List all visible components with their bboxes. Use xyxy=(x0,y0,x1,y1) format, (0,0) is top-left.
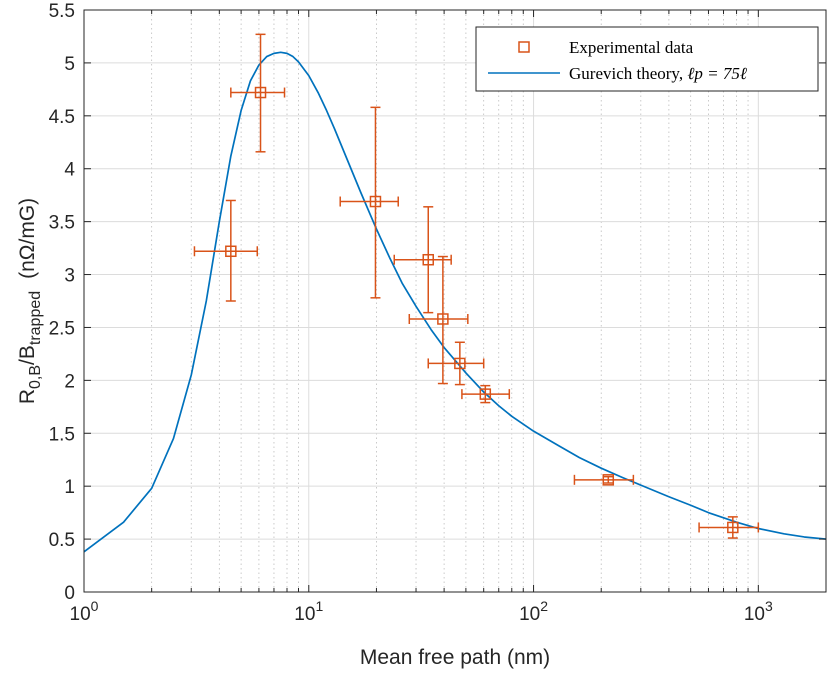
legend-experimental-marker xyxy=(518,41,530,53)
data-point xyxy=(427,341,485,386)
data-point xyxy=(193,199,259,302)
y-axis-title-mid: /B xyxy=(16,345,39,365)
plot-background xyxy=(84,10,826,592)
data-marker xyxy=(422,253,434,266)
x-tick-label-base: 10 xyxy=(519,604,540,625)
experimental-series xyxy=(193,33,760,539)
x-tick-label: 101 xyxy=(294,598,323,625)
x-tick-label-base: 10 xyxy=(744,604,765,625)
y-tick-label: 5 xyxy=(64,54,75,75)
x-tick-label: 102 xyxy=(519,598,548,625)
y-tick-label: 1.5 xyxy=(49,424,75,445)
legend-theory-prefix: Gurevich theory, xyxy=(569,64,687,83)
y-axis-title-sub2: trapped xyxy=(27,291,44,345)
data-point xyxy=(393,206,452,314)
data-marker xyxy=(454,357,466,370)
y-tick-label: 0.5 xyxy=(49,530,75,551)
y-tick-label: 4 xyxy=(64,160,75,181)
x-tick-label-base: 10 xyxy=(294,604,315,625)
legend: Experimental data Gurevich theory, ℓp = … xyxy=(475,26,819,92)
y-tick-label: 1 xyxy=(64,477,75,498)
theory-series xyxy=(83,51,827,553)
data-point xyxy=(230,33,286,153)
legend-theory-formula: ℓp = 75ℓ xyxy=(687,64,747,83)
y-tick-label: 5.5 xyxy=(49,1,75,22)
y-axis-title-sub1: 0,B xyxy=(27,365,44,389)
data-marker xyxy=(369,195,382,208)
x-tick-label: 100 xyxy=(70,598,99,625)
y-tick-label: 2.5 xyxy=(49,318,75,339)
x-tick-label-exponent: 0 xyxy=(91,598,99,614)
data-marker xyxy=(254,86,267,99)
y-tick-label: 3 xyxy=(64,266,75,287)
data-marker xyxy=(479,388,492,400)
y-tick-label: 3.5 xyxy=(49,213,75,234)
y-axis-title: R0,B/Btrapped (nΩ/mG) xyxy=(16,198,44,404)
data-point xyxy=(698,516,760,539)
data-point xyxy=(408,255,469,385)
data-marker xyxy=(727,521,739,534)
x-tick-label-exponent: 2 xyxy=(540,598,548,614)
x-axis-title: Mean free path (nm) xyxy=(360,646,550,669)
y-axis-title-main: R xyxy=(16,389,39,404)
x-tick-label-base: 10 xyxy=(70,604,91,625)
x-tick-label: 103 xyxy=(744,598,773,625)
y-tick-label: 2 xyxy=(64,371,75,392)
legend-box xyxy=(475,26,819,92)
x-tick-label-exponent: 3 xyxy=(765,598,773,614)
data-point xyxy=(461,384,511,404)
legend-theory-label: Gurevich theory, ℓp = 75ℓ xyxy=(569,64,747,83)
data-point xyxy=(339,106,399,299)
data-marker xyxy=(602,474,615,486)
data-point xyxy=(573,474,635,486)
y-tick-label: 4.5 xyxy=(49,107,75,128)
y-tick-label: 0 xyxy=(64,583,75,604)
theory-curve xyxy=(83,51,827,553)
data-marker xyxy=(225,245,237,258)
data-marker xyxy=(437,313,449,325)
x-tick-label-exponent: 1 xyxy=(315,598,323,614)
legend-experimental-label: Experimental data xyxy=(569,38,694,57)
plot-frame xyxy=(83,9,827,593)
y-axis-title-units: (nΩ/mG) xyxy=(16,198,39,279)
